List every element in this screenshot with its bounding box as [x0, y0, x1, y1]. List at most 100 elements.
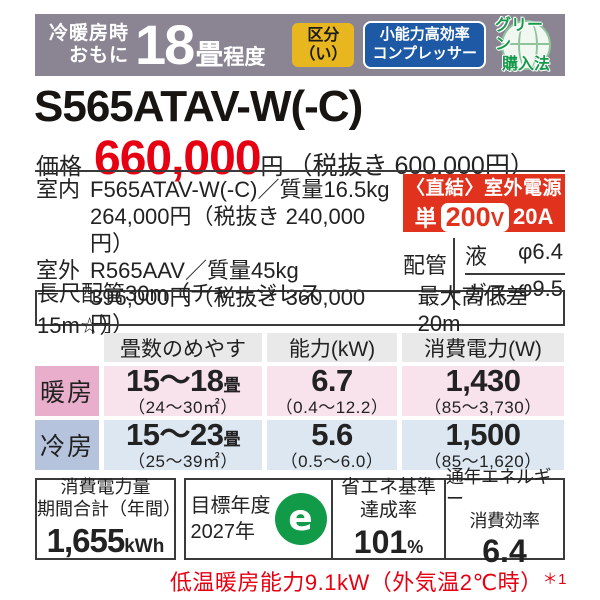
gas-value: φ9.5 [518, 276, 563, 301]
outdoor-unit-row: 室外 R565AAV／質量45kg [36, 257, 396, 284]
energy-standard-section: 省エネ基準 達成率 101 % [333, 477, 446, 561]
apf-section: 通年エネルギー 消費効率 6.4 [446, 467, 563, 569]
header-badges: 区分 （い） 小能力高効率 コンプレッサー グリーン 購入法 [292, 17, 557, 73]
pipe-length-box: 長尺配管30m（チャージレス15m☆） 最大高低差20m [35, 281, 565, 338]
indoor-label: 室内 [36, 177, 81, 202]
column-header-power: 消費電力(W) [402, 333, 564, 362]
price-amount: 660,000 [94, 132, 262, 185]
target-year-value: 2027年 [190, 521, 256, 543]
usage-line2: おもに [69, 45, 130, 66]
liquid-value: φ6.4 [518, 239, 563, 264]
price-label: 価格 [36, 153, 82, 179]
energy-standard-value: 101 [353, 523, 408, 560]
power-supply-type: 〈直結〉室外電源 [405, 178, 562, 199]
usage-label: 冷暖房時 おもに [49, 23, 129, 67]
column-header-blank [35, 333, 99, 362]
column-header-area: 畳数のめやす [104, 333, 262, 362]
voltage-value: 200 [445, 201, 491, 232]
cooling-capacity-value: 5.6 [311, 417, 353, 453]
annual-energy-label2: 期間合計（年間） [37, 498, 181, 519]
indoor-spec: F565ATAV-W(-C)／質量16.5kg [90, 177, 390, 202]
energy-standard-value-row: 101 % [354, 523, 423, 561]
heating-power-range: （85〜3,730） [424, 397, 542, 417]
green-badge-line2: 購入法 [501, 55, 550, 73]
heating-power-value: 1,430 [445, 363, 521, 399]
annual-energy-unit: kWh [124, 536, 165, 558]
cooling-area-cell: 15〜23畳 （25〜39㎡） [104, 417, 262, 471]
outdoor-label: 室外 [36, 258, 81, 283]
cooling-power-range: （85〜1,620） [424, 451, 542, 471]
heating-capacity-cell: 6.7 （0.4〜12.2） [267, 363, 397, 417]
green-purchase-law-badge: グリーン 購入法 [495, 17, 557, 73]
piping-spec: 配管 液 φ6.4 ガス φ9.5 [403, 238, 565, 310]
category-badge-line1: 区分 [307, 26, 340, 44]
cooling-capacity-cell: 5.6 （0.5〜6.0） [267, 417, 397, 471]
voltage-unit: V [490, 208, 505, 231]
apf-label1: 通年エネルギー [446, 467, 552, 510]
annual-energy-value-row: 1,655 kWh [47, 521, 165, 561]
piping-label: 配管 [403, 253, 448, 278]
cooling-area-value: 15〜23畳 [126, 417, 240, 453]
amperage: 20A [513, 204, 554, 229]
globe-icon [501, 20, 551, 70]
footnote-text: 低温暖房能力9.1kW（外気温2℃時） [169, 570, 543, 595]
cooling-power-cell: 1,500 （85〜1,620） [402, 417, 564, 471]
energy-ratings-box: 目標年度 2027年 e 省エネ基準 達成率 101 % 通年エネルギー 消費効… [184, 467, 565, 569]
piping-values: 液 φ6.4 ガス φ9.5 [453, 238, 565, 310]
power-phase: 単 [414, 206, 437, 231]
heating-capacity-value: 6.7 [311, 363, 353, 399]
target-year-text: 目標年度 2027年 [191, 493, 271, 545]
annual-energy-value: 1,655 [46, 522, 126, 560]
apf-value: 6.4 [482, 533, 527, 570]
heating-power-cell: 1,430 （85〜3,730） [402, 363, 564, 417]
piping-liquid-row: 液 φ6.4 [465, 238, 565, 273]
green-badge-line1: グリーン [495, 17, 544, 54]
annual-energy-label1: 消費電力量 [60, 477, 151, 498]
model-name: S565ATAV-W(-C) [34, 82, 363, 131]
category-badge: 区分 （い） [292, 22, 355, 68]
power-supply-badge: 〈直結〉室外電源 単 200 V 20A [403, 174, 565, 232]
column-header-capacity: 能力(kW) [267, 333, 397, 362]
pipe-length-info: 長尺配管30m（チャージレス15m☆） [37, 281, 322, 338]
indoor-unit-row: 室内 F565ATAV-W(-C)／質量16.5kg [36, 176, 396, 203]
voltage-pill: 200 V [440, 201, 510, 232]
energy-standard-label2: 達成率 [359, 499, 417, 521]
energy-standard-unit: % [407, 536, 424, 557]
outdoor-spec: R565AAV／質量45kg [90, 258, 299, 283]
target-year-section: 目標年度 2027年 e [186, 480, 333, 558]
energy-standard-label1: 省エネ基準 [340, 477, 436, 499]
gas-label: ガス [465, 281, 510, 306]
heating-area-value: 15〜18畳 [126, 363, 240, 399]
low-temp-heating-footnote: 低温暖房能力9.1kW（外気温2℃時）＊1 [170, 565, 567, 597]
spec-table: 畳数のめやす 能力(kW) 消費電力(W) 暖房 15〜18畳 （24〜30㎡）… [35, 333, 565, 470]
compressor-badge-line1: 小能力高効率 [379, 26, 470, 44]
price-unit: 円 [260, 153, 284, 179]
cooling-area-range: （25〜39㎡） [128, 451, 238, 471]
row-label-cooling: 冷房 [35, 420, 99, 470]
tatami-unit: 畳 [195, 39, 224, 70]
cooling-power-value: 1,500 [445, 417, 521, 453]
category-badge-line2: （い） [299, 46, 348, 63]
cooling-capacity-range: （0.5〜6.0） [280, 451, 384, 471]
max-height-difference: 最大高低差20m [417, 284, 528, 336]
outdoor-price: 396,000円（税抜き 360,000円） [90, 285, 366, 337]
row-label-heating: 暖房 [35, 366, 99, 416]
heating-capacity-range: （0.4〜12.2） [275, 397, 389, 417]
liquid-label: 液 [465, 244, 488, 269]
unit-details: 室内 F565ATAV-W(-C)／質量16.5kg 264,000円（税抜き … [36, 176, 396, 338]
power-supply-rating: 単 200 V 20A [414, 201, 554, 233]
heating-area-cell: 15〜18畳 （24〜30㎡） [104, 363, 262, 417]
heating-area-range: （24〜30㎡） [128, 397, 238, 417]
usage-line1: 冷暖房時 [49, 23, 130, 45]
tatami-suffix: 程度 [223, 46, 266, 69]
compressor-badge: 小能力高効率 コンプレッサー [363, 21, 486, 69]
piping-gas-row: ガス φ9.5 [465, 273, 565, 310]
target-year-label: 目標年度 [190, 495, 271, 517]
indoor-price: 264,000円（税抜き 240,000円） [90, 204, 366, 256]
tatami-size: 18 畳 程度 [135, 17, 265, 73]
footnote-marker: ＊1 [542, 571, 567, 588]
apf-label2: 消費効率 [469, 510, 541, 531]
header-bar: 冷暖房時 おもに 18 畳 程度 区分 （い） 小能力高効率 コンプレッサー グ… [35, 14, 565, 76]
annual-energy-box: 消費電力量 期間合計（年間） 1,655 kWh [35, 477, 181, 561]
